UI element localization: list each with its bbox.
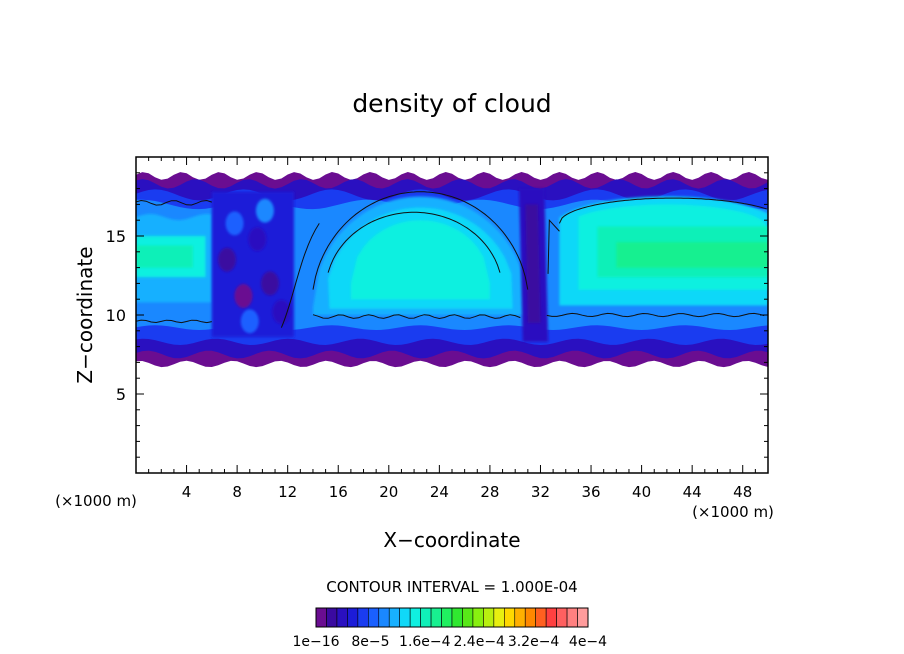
x-unit-left-label: (×1000 m) bbox=[55, 492, 137, 510]
dome-inner bbox=[350, 220, 490, 300]
turbulent-blob bbox=[240, 309, 259, 334]
colorbar-swatch bbox=[451, 607, 463, 628]
y-axis-label: Z−coordinate bbox=[73, 246, 97, 383]
x-tick-label: 24 bbox=[430, 483, 449, 501]
x-tick-label: 20 bbox=[379, 483, 398, 501]
density-field bbox=[136, 172, 768, 368]
x-tick-label: 16 bbox=[329, 483, 348, 501]
colorbar-swatch bbox=[483, 607, 495, 628]
x-tick-label: 40 bbox=[632, 483, 651, 501]
contour-line bbox=[312, 314, 521, 320]
colorbar bbox=[315, 607, 589, 628]
colorbar-label: 2.4e−4 bbox=[453, 634, 505, 650]
turbulent-blob bbox=[255, 198, 274, 223]
colorbar-label: 4e−4 bbox=[569, 634, 607, 650]
contour-line bbox=[546, 312, 765, 318]
x-tick-label: 44 bbox=[683, 483, 702, 501]
x-axis-label: X−coordinate bbox=[383, 528, 520, 552]
colorbar-swatch bbox=[493, 607, 505, 628]
dry-slot-right-core bbox=[525, 204, 541, 323]
colorbar-swatch bbox=[315, 607, 327, 628]
x-axis-ticks: 4 8 12 16 20 24 28 32 36 40 44 48 bbox=[148, 157, 756, 501]
colorbar-swatch bbox=[357, 607, 369, 628]
colorbar-swatch bbox=[535, 607, 547, 628]
y-tick-label: 10 bbox=[106, 306, 126, 325]
colorbar-labels: 1e−16 8e−5 1.6e−4 2.4e−4 3.2e−4 4e−4 bbox=[292, 634, 607, 650]
y-tick-label: 15 bbox=[106, 227, 126, 246]
colorbar-swatch bbox=[504, 607, 516, 628]
chart-title: density of cloud bbox=[352, 89, 551, 118]
colorbar-swatch bbox=[399, 607, 411, 628]
x-unit-right-label: (×1000 m) bbox=[692, 503, 774, 521]
colorbar-label: 8e−5 bbox=[351, 634, 389, 650]
colorbar-swatch bbox=[336, 607, 348, 628]
colorbar-swatch bbox=[577, 607, 589, 628]
turbulent-blob bbox=[260, 271, 279, 296]
colorbar-swatch bbox=[378, 607, 390, 628]
colorbar-label: 3.2e−4 bbox=[508, 634, 560, 650]
x-tick-label: 28 bbox=[480, 483, 499, 501]
colorbar-swatch bbox=[420, 607, 432, 628]
contour-interval-text: CONTOUR INTERVAL = 1.000E-04 bbox=[326, 578, 577, 596]
contour-line bbox=[136, 199, 212, 206]
colorbar-swatch bbox=[430, 607, 442, 628]
colorbar-label: 1e−16 bbox=[292, 634, 339, 650]
y-axis-ticks: 5 10 15 bbox=[106, 172, 768, 458]
y-tick-label: 5 bbox=[116, 385, 126, 404]
turbulent-blob bbox=[225, 211, 244, 236]
colorbar-swatch bbox=[566, 607, 578, 628]
x-tick-label: 12 bbox=[278, 483, 297, 501]
turbulent-blob bbox=[218, 247, 237, 272]
colorbar-swatch bbox=[462, 607, 474, 628]
turbulent-blob bbox=[272, 299, 291, 324]
x-tick-label: 8 bbox=[232, 483, 242, 501]
colorbar-swatch bbox=[409, 607, 421, 628]
turbulent-blob bbox=[248, 227, 267, 252]
contour-lines bbox=[136, 191, 767, 328]
x-tick-label: 48 bbox=[733, 483, 752, 501]
colorbar-swatch bbox=[556, 607, 568, 628]
contour-line bbox=[312, 191, 529, 290]
contour-line bbox=[280, 223, 320, 328]
x-tick-label: 4 bbox=[182, 483, 192, 501]
x-tick-label: 32 bbox=[531, 483, 550, 501]
turbulent-blob bbox=[234, 284, 253, 309]
x-tick-label: 36 bbox=[581, 483, 600, 501]
contour-line bbox=[558, 197, 767, 224]
contour-line bbox=[136, 319, 212, 324]
colorbar-swatch bbox=[368, 607, 380, 628]
colorbar-swatch bbox=[514, 607, 526, 628]
colorbar-swatch bbox=[524, 607, 536, 628]
colorbar-swatch bbox=[472, 607, 484, 628]
left-peak bbox=[136, 245, 193, 268]
colorbar-swatch bbox=[388, 607, 400, 628]
colorbar-frame bbox=[315, 607, 589, 628]
colorbar-swatch bbox=[545, 607, 557, 628]
contour-line bbox=[327, 211, 501, 273]
colorbar-swatch bbox=[441, 607, 453, 628]
right-cell-peak bbox=[616, 242, 768, 268]
colorbar-swatch bbox=[326, 607, 338, 628]
contour-line bbox=[547, 218, 560, 274]
colorbar-swatch bbox=[347, 607, 359, 628]
colorbar-label: 1.6e−4 bbox=[399, 634, 451, 650]
